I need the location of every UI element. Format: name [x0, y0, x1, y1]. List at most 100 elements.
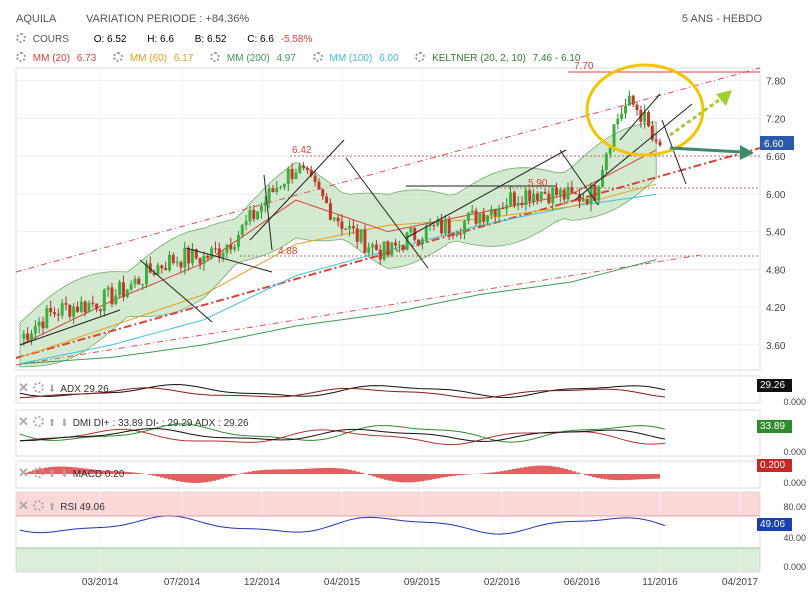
- macd-bar: [456, 474, 460, 476]
- macd-bar: [480, 473, 484, 474]
- adx-line-2: [19, 387, 666, 399]
- x-tick-label: 06/2016: [564, 577, 601, 588]
- candle: [221, 252, 225, 258]
- y-tick-label: 7.80: [766, 77, 786, 88]
- candle: [225, 244, 229, 253]
- candle: [298, 165, 302, 173]
- macd-bar: [628, 474, 632, 480]
- candle: [282, 183, 286, 188]
- price-panel-frame: [15, 67, 761, 371]
- gear-icon[interactable]: [32, 382, 44, 393]
- mm200-line: [19, 259, 657, 365]
- candle: [114, 295, 118, 305]
- trend-segments: [19, 93, 693, 346]
- candle: [558, 189, 562, 195]
- gear-icon[interactable]: [312, 52, 323, 62]
- macd-bar: [44, 467, 48, 474]
- macd-bar: [164, 474, 168, 479]
- candle: [593, 184, 597, 201]
- candle: [236, 234, 240, 247]
- rsi-header: ✕ ⬆ RSI 49.06: [18, 498, 105, 514]
- candle: [133, 278, 137, 285]
- candle: [183, 248, 187, 268]
- close-icon[interactable]: ✕: [18, 414, 29, 429]
- candle: [206, 255, 210, 259]
- candle: [164, 268, 168, 271]
- close-icon[interactable]: ✕: [18, 498, 29, 513]
- macd-bar: [304, 468, 308, 474]
- dmi-panel-frame: [15, 409, 761, 457]
- macd-bar: [104, 470, 108, 474]
- macd-bar: [240, 473, 244, 474]
- close-icon[interactable]: ✕: [18, 380, 29, 395]
- candle: [22, 333, 26, 339]
- candle: [348, 226, 352, 229]
- rsi-level-80-label: 80.00: [783, 502, 806, 512]
- arrow-up-icon[interactable]: ⬆: [47, 418, 57, 429]
- candle: [317, 181, 321, 190]
- rsi-level-40-label: 40.00: [783, 533, 806, 543]
- macd-bar: [532, 465, 536, 474]
- candle: [367, 247, 371, 253]
- macd-bar: [528, 466, 532, 474]
- candle: [256, 211, 260, 220]
- candle: [654, 139, 658, 142]
- gear-icon[interactable]: [113, 52, 124, 62]
- period-label[interactable]: 5 ANS - HEBDO: [681, 13, 762, 25]
- gear-icon[interactable]: [32, 416, 44, 427]
- candle: [493, 208, 497, 217]
- rsi-line: [19, 515, 666, 535]
- x-tick-label: 03/2014: [82, 577, 119, 588]
- macd-bar: [264, 469, 268, 474]
- arrow-down-icon[interactable]: ⬇: [60, 469, 69, 480]
- mm60-line: [19, 183, 657, 358]
- gear-icon[interactable]: [16, 52, 26, 62]
- macd-value: 0.20: [104, 469, 125, 480]
- candle: [64, 303, 68, 305]
- macd-bar: [284, 469, 288, 474]
- close-icon[interactable]: ✕: [18, 465, 29, 480]
- candle: [167, 254, 171, 271]
- candle: [332, 217, 336, 220]
- macd-bar: [176, 474, 180, 482]
- macd-bar: [196, 474, 200, 483]
- candle: [627, 95, 631, 106]
- cours-open: O: 6.52: [93, 34, 127, 45]
- arrow-down-icon[interactable]: ⬇: [47, 384, 57, 395]
- candle: [624, 105, 628, 114]
- macd-bar: [300, 468, 304, 474]
- candle: [279, 187, 283, 189]
- candle: [616, 118, 620, 125]
- candle: [447, 219, 451, 234]
- gear-icon[interactable]: [32, 500, 44, 511]
- candle: [551, 187, 555, 204]
- gear-icon[interactable]: [415, 52, 426, 62]
- gear-icon[interactable]: [16, 33, 26, 43]
- candle: [382, 241, 386, 260]
- arrow-down-icon[interactable]: ⬇: [60, 418, 69, 429]
- candle: [118, 282, 122, 296]
- arrow-up-icon[interactable]: ⬆: [47, 469, 57, 480]
- arrow-up-icon[interactable]: ⬆: [47, 502, 57, 513]
- macd-bar: [516, 468, 520, 474]
- macd-bar: [424, 474, 428, 481]
- macd-bar: [68, 466, 72, 474]
- gear-icon[interactable]: [32, 467, 44, 478]
- candle: [524, 190, 528, 206]
- candle: [585, 198, 589, 204]
- macd-bar: [96, 469, 100, 474]
- macd-bar: [540, 465, 544, 474]
- candle: [198, 258, 202, 264]
- macd-bar: [400, 474, 404, 483]
- candle: [49, 308, 53, 313]
- macd-bar: [388, 474, 392, 481]
- candle: [294, 172, 298, 179]
- gear-icon[interactable]: [210, 52, 221, 62]
- macd-bar: [292, 469, 296, 474]
- rsi-panel-frame: [15, 491, 761, 573]
- y-tick-label: 4.20: [766, 303, 786, 314]
- candle: [608, 147, 612, 154]
- x-tick-label: 04/2017: [722, 577, 759, 588]
- candle: [650, 125, 654, 140]
